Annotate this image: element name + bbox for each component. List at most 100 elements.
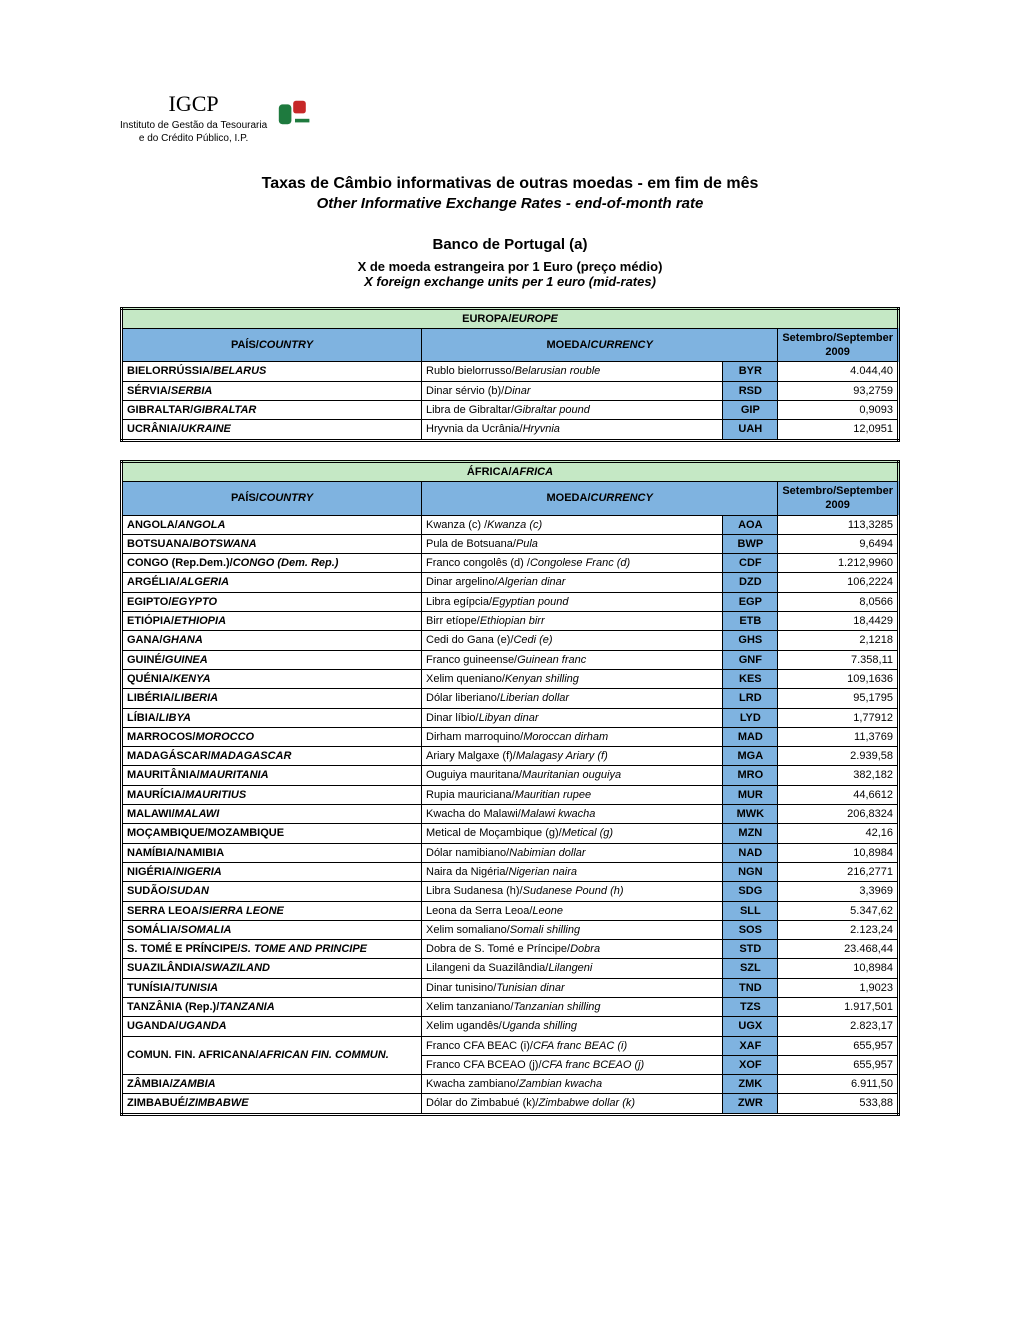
- table-row: SUDÃO/SUDANLibra Sudanesa (h)/Sudanese P…: [122, 882, 899, 901]
- currency-cell: Metical de Moçambique (g)/Metical (g): [422, 824, 723, 843]
- rate-cell: 5.347,62: [778, 901, 899, 920]
- rate-cell: 382,182: [778, 766, 899, 785]
- currency-cell: Kwacha zambiano/Zambian kwacha: [422, 1075, 723, 1094]
- rate-cell: 655,957: [778, 1055, 899, 1074]
- unit-title-pt: X de moeda estrangeira por 1 Euro (preço…: [120, 259, 900, 274]
- currency-cell: Dinar líbio/Libyan dinar: [422, 708, 723, 727]
- rate-cell: 2.939,58: [778, 747, 899, 766]
- code-cell: BYR: [723, 362, 778, 381]
- rate-cell: 106,2224: [778, 573, 899, 592]
- currency-cell: Dobra de S. Tomé e Príncipe/Dobra: [422, 940, 723, 959]
- code-cell: DZD: [723, 573, 778, 592]
- table-row: LÍBIA/LIBYADinar líbio/Libyan dinarLYD1,…: [122, 708, 899, 727]
- country-cell: LÍBIA/LIBYA: [122, 708, 422, 727]
- code-cell: EGP: [723, 592, 778, 611]
- rate-cell: 1,77912: [778, 708, 899, 727]
- code-cell: GNF: [723, 650, 778, 669]
- table-row: MOÇAMBIQUE/MOZAMBIQUEMetical de Moçambiq…: [122, 824, 899, 843]
- currency-cell: Naira da Nigéria/Nigerian naira: [422, 862, 723, 881]
- rate-cell: 1.917,501: [778, 997, 899, 1016]
- main-title-pt: Taxas de Câmbio informativas de outras m…: [120, 175, 900, 193]
- currency-cell: Dinar sérvio (b)/Dinar: [422, 381, 723, 400]
- currency-cell: Ouguiya mauritana/Mauritanian ouguiya: [422, 766, 723, 785]
- rate-cell: 1.212,9960: [778, 554, 899, 573]
- table-row: BOTSUANA/BOTSWANAPula de Botsuana/PulaBW…: [122, 534, 899, 553]
- code-cell: SOS: [723, 920, 778, 939]
- currency-cell: Hryvnia da Ucrânia/Hryvnia: [422, 420, 723, 440]
- table-row: SOMÁLIA/SOMALIAXelim somaliano/Somali sh…: [122, 920, 899, 939]
- logo-short: IGCP: [120, 90, 267, 119]
- code-cell: SDG: [723, 882, 778, 901]
- rate-cell: 23.468,44: [778, 940, 899, 959]
- currency-cell: Rublo bielorrusso/Belarusian rouble: [422, 362, 723, 381]
- table-row: GIBRALTAR/GIBRALTARLibra de Gibraltar/Gi…: [122, 401, 899, 420]
- currency-cell: Cedi do Gana (e)/Cedi (e): [422, 631, 723, 650]
- table-row: ZIMBABUÉ/ZIMBABWEDólar do Zimbabué (k)/Z…: [122, 1094, 899, 1114]
- rate-cell: 44,6612: [778, 785, 899, 804]
- currency-cell: Franco CFA BEAC (i)/CFA franc BEAC (i): [422, 1036, 723, 1055]
- rate-cell: 3,3969: [778, 882, 899, 901]
- continent-header: ÁFRICA/AFRICA: [122, 461, 899, 481]
- country-cell: ZÂMBIA/ZAMBIA: [122, 1075, 422, 1094]
- logo-text: IGCP Instituto de Gestão da Tesouraria e…: [120, 90, 267, 145]
- rate-cell: 1,9023: [778, 978, 899, 997]
- rate-cell: 2.123,24: [778, 920, 899, 939]
- country-cell: MARROCOS/MOROCCO: [122, 727, 422, 746]
- currency-cell: Birr etíope/Ethiopian birr: [422, 612, 723, 631]
- rate-cell: 2,1218: [778, 631, 899, 650]
- rate-cell: 9,6494: [778, 534, 899, 553]
- code-cell: NAD: [723, 843, 778, 862]
- table-row: MADAGÁSCAR/MADAGASCARAriary Malgaxe (f)/…: [122, 747, 899, 766]
- code-cell: KES: [723, 669, 778, 688]
- code-cell: LRD: [723, 689, 778, 708]
- country-cell: GUINÉ/GUINEA: [122, 650, 422, 669]
- rate-cell: 533,88: [778, 1094, 899, 1114]
- currency-cell: Libra egípcia/Egyptian pound: [422, 592, 723, 611]
- code-cell: MZN: [723, 824, 778, 843]
- currency-cell: Dirham marroquino/Moroccan dirham: [422, 727, 723, 746]
- country-cell: UGANDA/UGANDA: [122, 1017, 422, 1036]
- country-cell: ANGOLA/ANGOLA: [122, 515, 422, 534]
- table-row: NAMÍBIA/NAMIBIADólar namibiano/Nabimian …: [122, 843, 899, 862]
- table-row: ETIÓPIA/ETHIOPIABirr etíope/Ethiopian bi…: [122, 612, 899, 631]
- currency-cell: Dólar namibiano/Nabimian dollar: [422, 843, 723, 862]
- code-cell: GHS: [723, 631, 778, 650]
- country-cell: TUNÍSIA/TUNISIA: [122, 978, 422, 997]
- code-cell: GIP: [723, 401, 778, 420]
- rate-cell: 95,1795: [778, 689, 899, 708]
- rate-cell: 216,2771: [778, 862, 899, 881]
- currency-cell: Dólar do Zimbabué (k)/Zimbabwe dollar (k…: [422, 1094, 723, 1114]
- country-cell: LIBÉRIA/LIBERIA: [122, 689, 422, 708]
- code-cell: MGA: [723, 747, 778, 766]
- rate-cell: 93,2759: [778, 381, 899, 400]
- rate-cell: 0,9093: [778, 401, 899, 420]
- table-row: TUNÍSIA/TUNISIADinar tunisino/Tunisian d…: [122, 978, 899, 997]
- table-row: SERRA LEOA/SIERRA LEONELeona da Serra Le…: [122, 901, 899, 920]
- code-cell: ZMK: [723, 1075, 778, 1094]
- logo: IGCP Instituto de Gestão da Tesouraria e…: [120, 90, 900, 145]
- table-row: LIBÉRIA/LIBERIADólar liberiano/Liberian …: [122, 689, 899, 708]
- country-cell: ARGÉLIA/ALGERIA: [122, 573, 422, 592]
- rate-cell: 12,0951: [778, 420, 899, 440]
- code-cell: TZS: [723, 997, 778, 1016]
- currency-cell: Dinar tunisino/Tunisian dinar: [422, 978, 723, 997]
- currency-cell: Franco guineense/Guinean franc: [422, 650, 723, 669]
- table-row: COMUN. FIN. AFRICANA/AFRICAN FIN. COMMUN…: [122, 1036, 899, 1055]
- country-header: PAÍS/COUNTRY: [122, 481, 422, 515]
- country-cell: UCRÂNIA/UKRAINE: [122, 420, 422, 440]
- currency-cell: Libra Sudanesa (h)/Sudanese Pound (h): [422, 882, 723, 901]
- country-cell: SOMÁLIA/SOMALIA: [122, 920, 422, 939]
- currency-cell: Dólar liberiano/Liberian dollar: [422, 689, 723, 708]
- currency-cell: Kwanza (c) /Kwanza (c): [422, 515, 723, 534]
- country-cell: ZIMBABUÉ/ZIMBABWE: [122, 1094, 422, 1114]
- code-cell: UAH: [723, 420, 778, 440]
- table-row: ZÂMBIA/ZAMBIAKwacha zambiano/Zambian kwa…: [122, 1075, 899, 1094]
- table-row: GUINÉ/GUINEAFranco guineense/Guinean fra…: [122, 650, 899, 669]
- country-cell: TANZÂNIA (Rep.)/TANZANIA: [122, 997, 422, 1016]
- table-row: ARGÉLIA/ALGERIADinar argelino/Algerian d…: [122, 573, 899, 592]
- period-header: Setembro/September 2009: [778, 328, 899, 362]
- table-row: CONGO (Rep.Dem.)/CONGO (Dem. Rep.)Franco…: [122, 554, 899, 573]
- currency-cell: Franco CFA BCEAO (j)/CFA franc BCEAO (j): [422, 1055, 723, 1074]
- table-row: QUÉNIA/KENYAXelim queniano/Kenyan shilli…: [122, 669, 899, 688]
- igcp-logo-icon: [277, 99, 313, 135]
